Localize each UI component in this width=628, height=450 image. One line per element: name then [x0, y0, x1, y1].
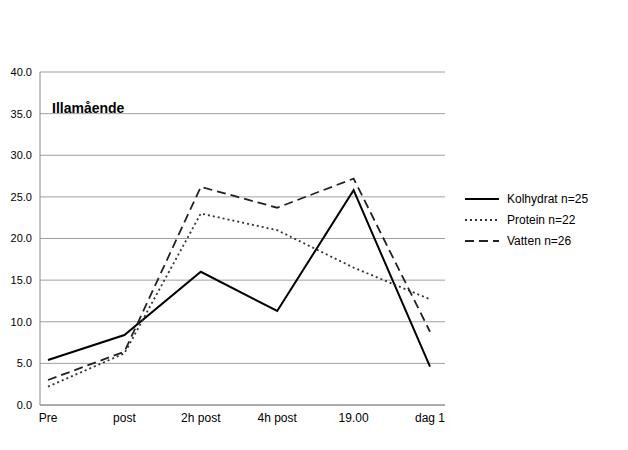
svg-text:dag 1: dag 1: [415, 411, 445, 425]
svg-text:20.0: 20.0: [11, 232, 32, 244]
svg-text:30.0: 30.0: [11, 149, 32, 161]
svg-text:25.0: 25.0: [11, 191, 32, 203]
svg-text:35.0: 35.0: [11, 108, 32, 120]
svg-text:40.0: 40.0: [11, 66, 32, 78]
svg-text:19.00: 19.00: [339, 411, 369, 425]
svg-text:15.0: 15.0: [11, 274, 32, 286]
html-text:Illamående: Illamående: [52, 100, 125, 116]
svg-text:4h post: 4h post: [258, 411, 298, 425]
svg-text:10.0: 10.0: [11, 316, 32, 328]
svg-text:5.0: 5.0: [17, 357, 32, 369]
html-text:Protein n=22: Protein n=22: [507, 212, 576, 227]
svg-text:post: post: [113, 411, 136, 425]
svg-text:Pre: Pre: [39, 411, 58, 425]
svg-text:0.0: 0.0: [17, 399, 32, 411]
html-text:Vatten n=26: Vatten n=26: [507, 233, 572, 248]
html-text:Kolhydrat n=25: Kolhydrat n=25: [507, 191, 589, 206]
svg-text:2h post: 2h post: [181, 411, 221, 425]
